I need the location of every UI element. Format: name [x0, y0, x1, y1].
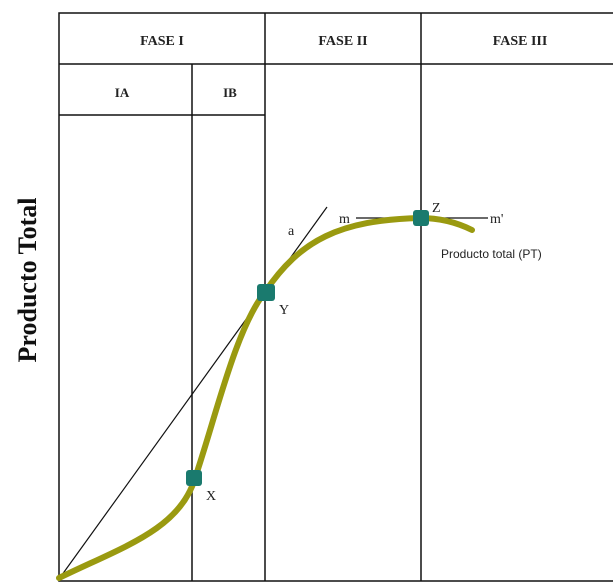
ray-label: a	[288, 224, 295, 239]
point-z-marker	[413, 210, 429, 226]
point-x-marker	[186, 470, 202, 486]
point-y-label: Y	[279, 303, 289, 318]
curve-label: Producto total (PT)	[441, 247, 542, 261]
subphase-ia-label: IA	[115, 85, 130, 100]
subphase-ib-label: IB	[223, 85, 237, 100]
y-axis-label: Producto Total	[13, 198, 42, 363]
point-y-marker	[257, 284, 275, 301]
phase-2-label: FASE II	[318, 34, 367, 49]
diagram-frame	[58, 12, 613, 582]
point-z-label: Z	[432, 201, 441, 216]
point-x-label: X	[206, 489, 216, 504]
tangent-right-label: m'	[490, 212, 503, 227]
phase-3-label: FASE III	[493, 34, 548, 49]
phase-1-label: FASE I	[140, 34, 184, 49]
tangent-left-label: m	[339, 212, 350, 227]
